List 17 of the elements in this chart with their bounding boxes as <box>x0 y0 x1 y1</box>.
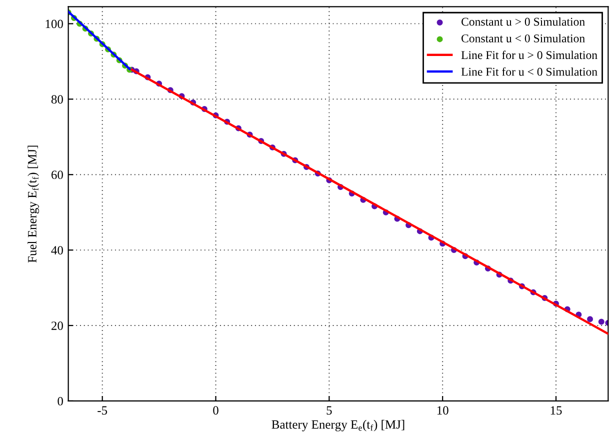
x-tick-label: 10 <box>437 406 448 415</box>
y-tick-label: 0 <box>58 396 63 406</box>
x-tick-label: 15 <box>550 406 562 415</box>
y-tick-label: 40 <box>51 246 63 255</box>
legend-label: Constant u < 0 Simulation <box>462 34 585 42</box>
x-tick-label: 0 <box>213 406 218 415</box>
legend-label: Constant u > 0 Simulation <box>462 17 585 26</box>
y-tick-label: 20 <box>52 322 63 330</box>
y-tick-label: 100 <box>46 20 63 28</box>
legend-label: Line Fit for u < 0 Simulation <box>461 67 598 76</box>
y-tick-label: 60 <box>51 170 63 180</box>
legend-label: Line Fit for u > 0 Simulation <box>461 50 598 60</box>
x-axis-title: Battery Energy E$_{e}$(t$_{f}$) [MJ] <box>272 420 404 432</box>
y-axis-title: Fuel Energy E$_{f}$(t$_{f}$) [MJ] <box>28 146 40 263</box>
x-tick-label: 5 <box>326 406 332 415</box>
y-tick-label: 80 <box>51 95 63 104</box>
x-tick-label: -5 <box>98 406 108 415</box>
